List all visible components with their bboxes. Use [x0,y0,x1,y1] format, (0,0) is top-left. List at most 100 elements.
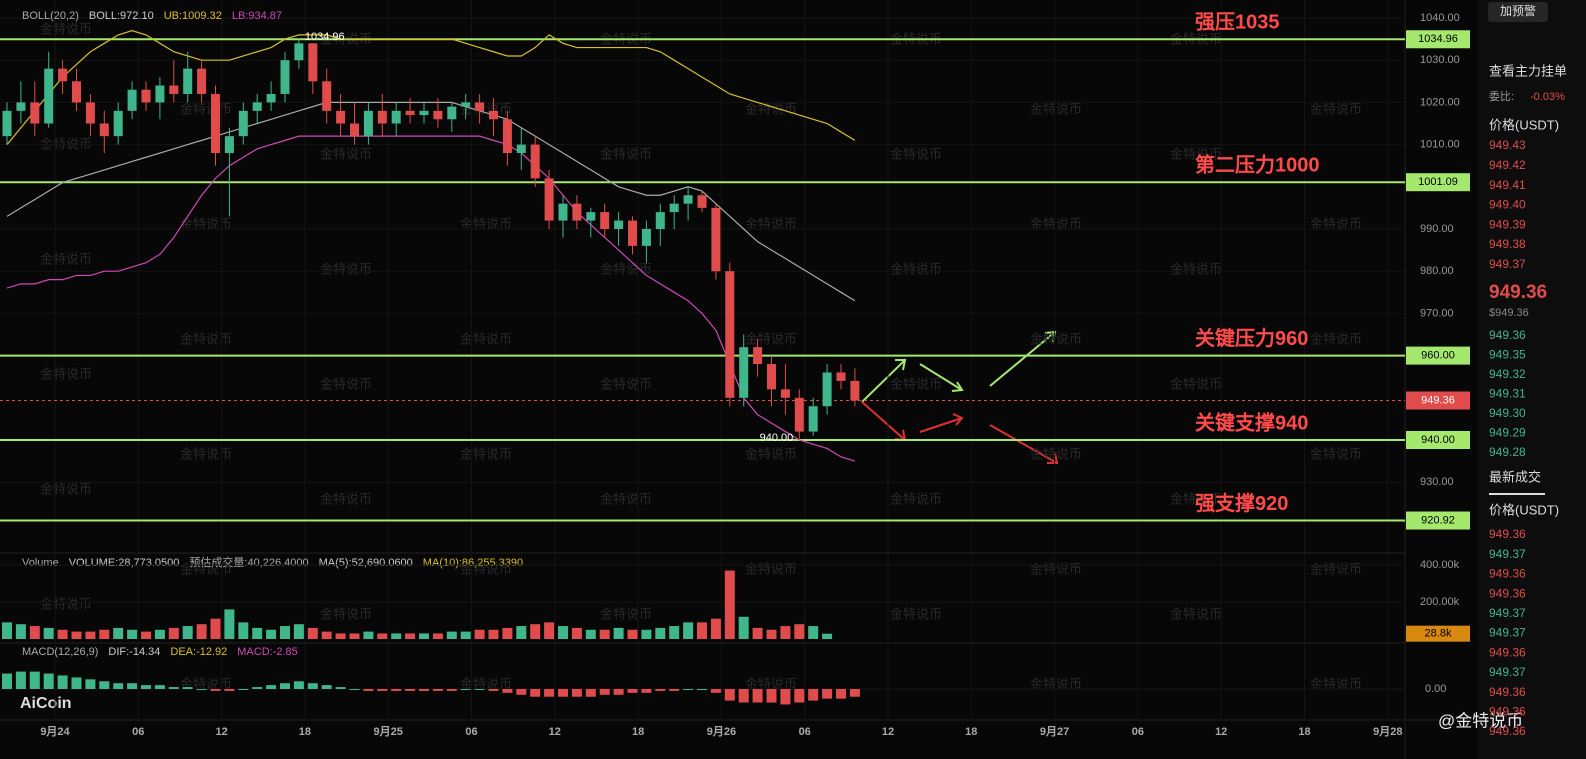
x-tick-label: 9月26 [707,725,736,738]
candle-body [44,68,54,124]
macd-bar [724,689,735,701]
macd-bar [836,689,846,699]
trade-price: 949.37 [1489,547,1526,561]
watermark: 金特说币 [890,146,942,161]
alert-button[interactable] [1488,2,1548,22]
candle-body [475,102,485,111]
macd-bar [321,685,332,689]
y-tick-label: 1040.00 [1420,12,1460,24]
watermark: 金特说币 [1030,676,1082,691]
macd-bar [154,685,165,689]
candle-body [350,123,359,137]
ratio-label: 委比: [1489,90,1514,103]
watermark: 金特说币 [745,676,797,691]
macd-bar [363,689,374,691]
watermark: 金特说币 [40,136,92,151]
volume-bar [683,622,694,639]
bid-price: 949.28 [1489,445,1526,459]
current-price: 949.36 [1489,282,1547,303]
candle-body [72,81,81,103]
y-tick-label: 990.00 [1420,223,1454,235]
price-head: 价格(USDT) [1489,117,1559,132]
candle-body [16,102,26,111]
macd-bar [655,689,666,691]
macd-bar [335,687,346,689]
volume-bar [752,627,763,639]
volume-bar [627,629,638,639]
ask-price: 949.39 [1489,217,1526,231]
x-tick-label: 12 [549,726,561,738]
macd-bar [377,689,388,691]
alert-button-label[interactable]: 加预警 [1500,3,1536,18]
volume-bar [460,631,471,639]
candle-body [183,68,193,94]
volume-bar [655,627,666,639]
bid-price: 949.31 [1489,387,1526,401]
macd-bar [43,673,54,689]
pane-header: MA(5):52,690.0600 [319,557,413,569]
volume-bar [307,627,318,639]
candle-body [502,119,512,154]
volume-bar [530,624,541,639]
candle-body [544,178,554,221]
watermark: 金特说币 [1310,101,1362,116]
candle-body [614,220,624,229]
volume-bar [613,627,624,639]
macd-bar [738,689,749,703]
watermark: 金特说币 [600,376,652,391]
vol-tick-label: 400.00k [1420,559,1460,571]
candle-body [711,207,721,272]
level-note: 强压1035 [1195,12,1280,34]
candle-body [252,102,262,111]
macd-bar [794,689,805,703]
watermark: 金特说币 [1310,561,1362,576]
macd-bar [29,671,40,689]
volume-bar [127,629,138,639]
volume-bar [141,631,151,639]
ask-price: 949.42 [1489,158,1526,172]
pane-header: MACD:-2.85 [237,646,298,658]
pane-header: UB:1009.32 [164,10,222,22]
trade-price: 949.37 [1489,606,1526,620]
volume-bar [488,629,499,639]
macd-bar [516,689,527,695]
candle-body [739,347,749,398]
boll-line [6,30,856,145]
volume-bar [710,618,721,639]
level-tag-label: 960.00 [1421,350,1455,362]
watermark: 金特说币 [1170,146,1222,161]
macd-bar [238,689,249,690]
volume-bar [196,624,207,639]
volume-bar [738,616,749,639]
watermark: 金特说币 [1170,376,1222,391]
trades-head: 价格(USDT) [1489,502,1559,517]
trade-price: 949.36 [1489,586,1526,600]
orders-link: 查看主力挂单 [1489,63,1567,78]
candle-body [99,123,109,137]
macd-bar [808,689,819,701]
volume-bar [599,629,610,639]
volume-bar [391,633,402,639]
pane-header: VOLUME:28,773.0500 [69,557,180,569]
level-note: 第二压力1000 [1195,152,1320,176]
y-tick-label: 930.00 [1420,476,1454,488]
candle-body [572,203,582,221]
candle-body [419,110,429,116]
x-tick-label: 06 [1132,726,1144,738]
volume-bar [71,631,82,639]
x-tick-label: 18 [965,726,977,738]
last-price-label: 949.36 [1421,394,1455,406]
level-tag [1406,173,1470,192]
volume-bar [99,629,110,639]
volume-bar [724,570,735,639]
watermark: 金特说币 [1170,491,1222,506]
y-tick-label: 970.00 [1420,307,1454,319]
trade-price: 949.36 [1489,527,1526,541]
volume-bar [571,627,582,639]
macd-bar [613,689,624,695]
pane-header: MA(10):86,255.3390 [423,557,523,569]
volume-bar [432,633,443,639]
